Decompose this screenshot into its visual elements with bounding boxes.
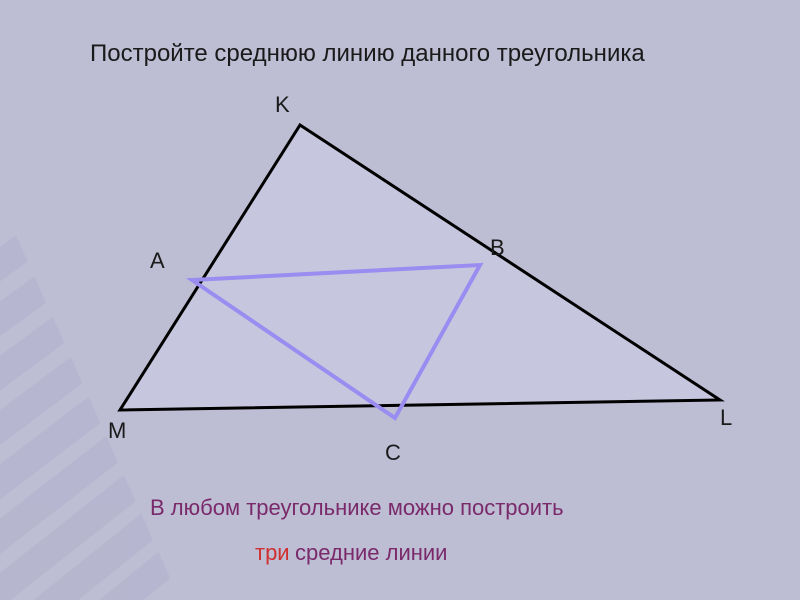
vertex-label-m: M <box>108 418 126 444</box>
caption-line-1: В любом треугольнике можно построить <box>150 495 564 521</box>
caption-line-2-rest: средние линии <box>295 540 447 566</box>
vertex-label-l: L <box>720 405 732 431</box>
task-title: Постройте среднюю линию данного треуголь… <box>90 40 645 68</box>
caption-line-2-highlight: три <box>255 540 290 566</box>
midpoint-label-c: C <box>385 440 401 466</box>
midpoint-label-a: A <box>150 248 165 274</box>
vertex-label-k: K <box>275 92 290 118</box>
midpoint-label-b: B <box>490 235 505 261</box>
